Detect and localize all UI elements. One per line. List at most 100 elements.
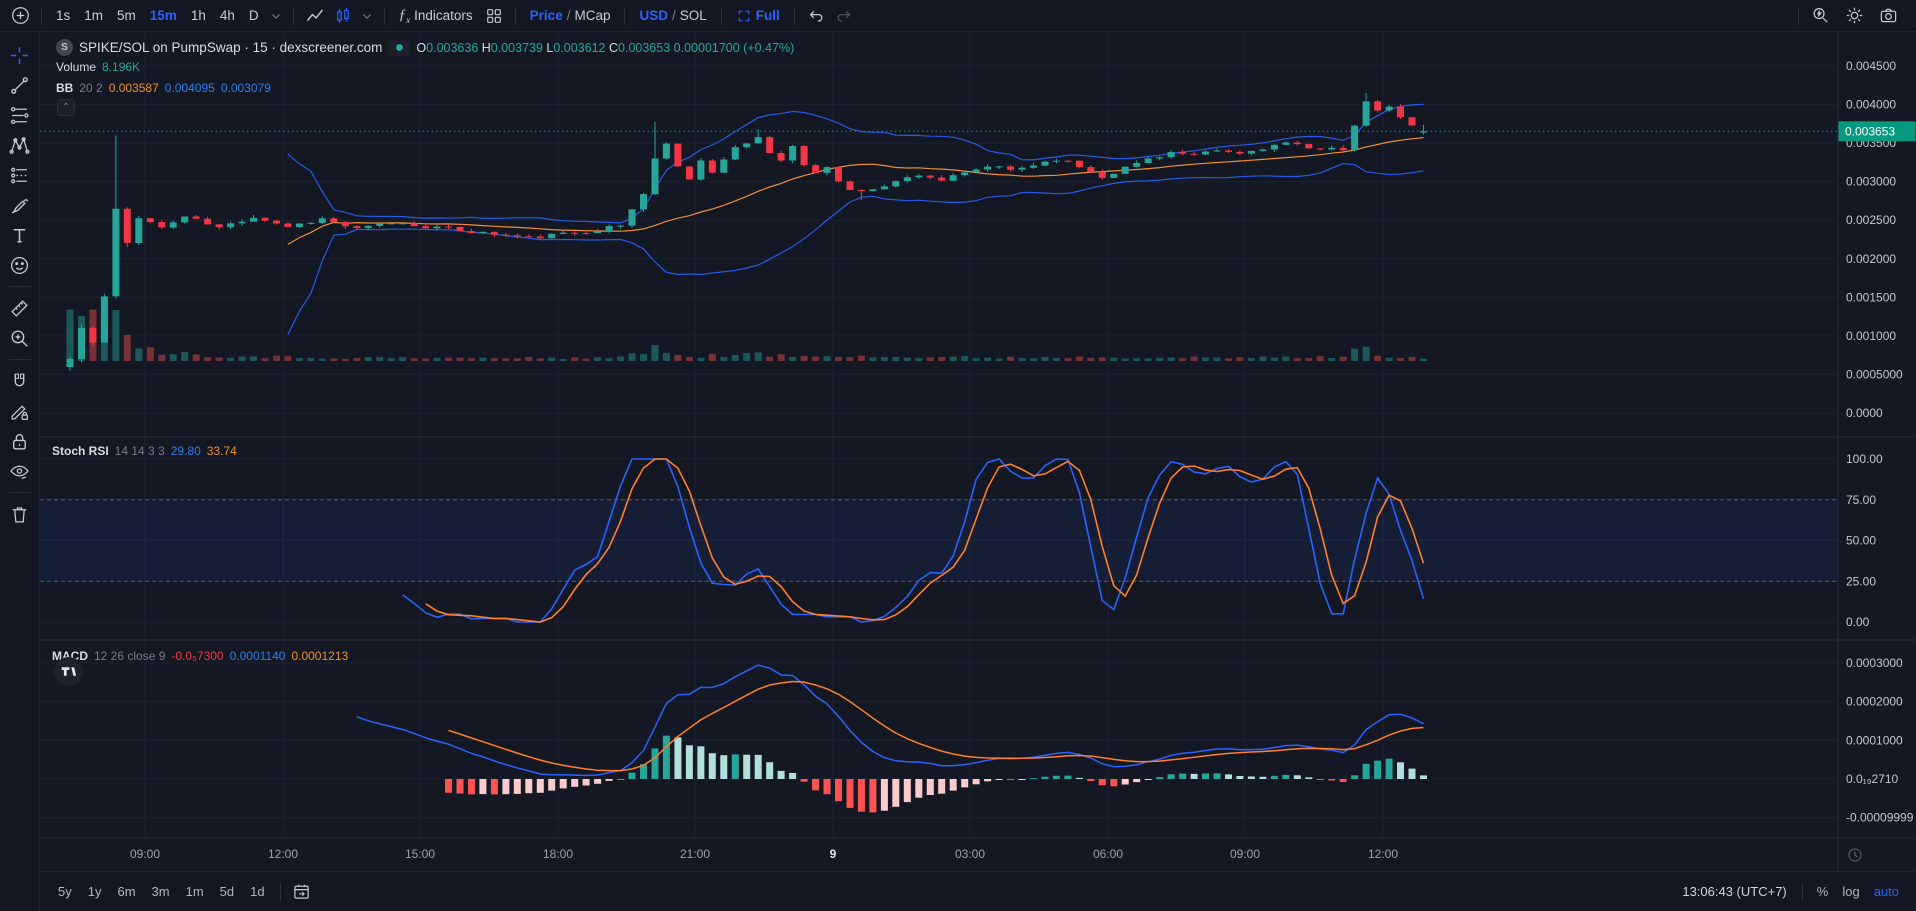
price-mcap-toggle[interactable]: Price / MCap — [529, 8, 611, 23]
current-price-badge[interactable]: 0.003653 — [1838, 121, 1916, 142]
crosshair-icon — [11, 46, 28, 64]
chart-type-line-button[interactable] — [301, 3, 329, 29]
token-logo: S — [56, 39, 73, 56]
indicators-button[interactable]: ƒx Indicators — [398, 6, 473, 25]
pencil-lock-icon — [11, 404, 29, 420]
redo-button[interactable] — [830, 3, 858, 29]
svg-text:09:00: 09:00 — [1230, 847, 1260, 861]
candles — [66, 93, 1427, 371]
drawing-mode-button[interactable] — [5, 397, 35, 425]
undo-button[interactable] — [802, 3, 830, 29]
crosshair-tool-button[interactable] — [5, 41, 35, 69]
chevron-down-icon — [362, 13, 371, 19]
timeframe-D[interactable]: D — [248, 8, 259, 23]
drawing-toolbar — [0, 32, 40, 911]
range-3m-button[interactable]: 3m — [151, 884, 170, 899]
separator — [279, 882, 281, 901]
lock-drawings-button[interactable] — [5, 427, 35, 455]
chart-type-menu-button[interactable] — [357, 3, 377, 29]
svg-text:0.004500: 0.004500 — [1846, 59, 1896, 73]
svg-text:15:00: 15:00 — [405, 847, 435, 861]
macd-line — [356, 664, 1424, 777]
macd-legend[interactable]: MACD 12 26 close 9 -0.0₅7300 0.0001140 0… — [52, 649, 349, 663]
zoom-in-icon — [11, 329, 28, 347]
text-icon — [13, 228, 26, 243]
svg-text:0.0001000: 0.0001000 — [1846, 733, 1903, 747]
settings-button[interactable] — [1840, 3, 1868, 29]
svg-text:9: 9 — [830, 847, 837, 861]
position-tool-button[interactable] — [5, 161, 35, 189]
timeframe-15m[interactable]: 15m — [149, 8, 177, 23]
svg-text:0.002000: 0.002000 — [1846, 252, 1896, 266]
screenshot-button[interactable] — [1874, 3, 1902, 29]
symbol-title: SPIKE/SOL on PumpSwap · 15 · dexscreener… — [79, 40, 383, 55]
timeframe-1m[interactable]: 1m — [84, 8, 104, 23]
bb-upper-line — [287, 103, 1424, 224]
measure-tool-button[interactable] — [5, 294, 35, 322]
magnet-mode-button[interactable] — [5, 367, 35, 395]
svg-text:12:00: 12:00 — [1368, 847, 1398, 861]
time-axis[interactable]: 09:00 12:00 15:00 18:00 21:00 9 03:00 06:00 09:0… — [130, 847, 1398, 861]
price-axis[interactable]: 0.0045000.0040000.0035000.0030000.002500… — [1846, 59, 1914, 825]
separator — [41, 6, 42, 25]
clock-timezone-button[interactable]: 13:06:43 (UTC+7) — [1682, 884, 1787, 899]
auto-scale-button[interactable]: auto — [1873, 884, 1899, 899]
range-5d-button[interactable]: 5d — [219, 884, 235, 899]
volume-legend[interactable]: Volume 8.196K — [56, 60, 141, 74]
svg-text:100.00: 100.00 — [1846, 452, 1883, 466]
fib-retracement-tool-button[interactable] — [5, 101, 35, 129]
timeframe-1h[interactable]: 1h — [190, 8, 206, 23]
svg-text:0.003000: 0.003000 — [1846, 175, 1896, 189]
chart-type-candles-button[interactable] — [329, 3, 357, 29]
chart-canvas[interactable]: 0.0045000.0040000.0035000.0030000.002500… — [40, 32, 1916, 871]
go-to-date-button[interactable] — [288, 879, 316, 905]
range-5y-button[interactable]: 5y — [58, 884, 72, 899]
timeframe-menu-button[interactable] — [266, 3, 286, 29]
range-1y-button[interactable]: 1y — [87, 884, 102, 899]
log-scale-button[interactable]: log — [1842, 884, 1860, 899]
fullscreen-button[interactable]: Full — [729, 3, 787, 29]
stoch-d-line — [425, 458, 1425, 623]
fx-icon: ƒx — [398, 6, 411, 25]
symbol-legend[interactable]: S SPIKE/SOL on PumpSwap · 15 · dexscreen… — [56, 39, 794, 56]
percent-scale-button[interactable]: % — [1816, 884, 1829, 899]
legend-collapse-button[interactable]: ⌃ — [57, 99, 75, 116]
bb-legend[interactable]: BB 20 2 0.003587 0.004095 0.003079 — [56, 81, 271, 95]
remove-drawings-button[interactable] — [5, 500, 35, 528]
range-1d-button[interactable]: 1d — [250, 884, 265, 899]
svg-text:0.001500: 0.001500 — [1846, 290, 1896, 304]
emoji-icon — [10, 256, 29, 274]
timeframe-5m[interactable]: 5m — [117, 8, 136, 23]
stoch-rsi-legend[interactable]: Stoch RSI 14 14 3 3 29.80 33.74 — [52, 444, 237, 458]
hide-drawings-button[interactable] — [5, 457, 35, 485]
layout-grid-icon — [486, 8, 501, 23]
usd-sol-toggle[interactable]: USD / SOL — [639, 8, 707, 23]
svg-text:-0.00009999: -0.00009999 — [1846, 811, 1914, 825]
svg-text:18:00: 18:00 — [543, 847, 573, 861]
xabcd-pattern-tool-button[interactable] — [5, 131, 35, 159]
trend-line-tool-button[interactable] — [5, 71, 35, 99]
xabcd-pattern-icon — [9, 136, 30, 154]
redo-icon — [837, 10, 851, 22]
eye-icon — [10, 465, 29, 479]
timeframe-1s[interactable]: 1s — [56, 8, 71, 23]
svg-text:21:00: 21:00 — [680, 847, 710, 861]
layout-grid-button[interactable] — [480, 3, 508, 29]
emoji-tool-button[interactable] — [5, 251, 35, 279]
quick-search-button[interactable] — [1806, 3, 1834, 29]
timeframe-4h[interactable]: 4h — [219, 8, 235, 23]
magnet-icon — [14, 373, 25, 386]
chart-area: 0.004500 0.004000 0.003500 0.003000 0.002500… — [40, 32, 1916, 871]
fullscreen-icon — [738, 10, 750, 21]
svg-text:09:00: 09:00 — [130, 847, 160, 861]
pane-separators[interactable] — [40, 436, 1916, 839]
tradingview-logo[interactable] — [54, 657, 83, 686]
timezone-clock-icon[interactable] — [1848, 848, 1862, 862]
range-1m-button[interactable]: 1m — [185, 884, 204, 899]
zoom-in-tool-button[interactable] — [5, 324, 35, 352]
brush-tool-button[interactable] — [5, 191, 35, 219]
range-6m-button[interactable]: 6m — [117, 884, 136, 899]
add-symbol-button[interactable] — [6, 3, 34, 29]
text-tool-button[interactable] — [5, 221, 35, 249]
